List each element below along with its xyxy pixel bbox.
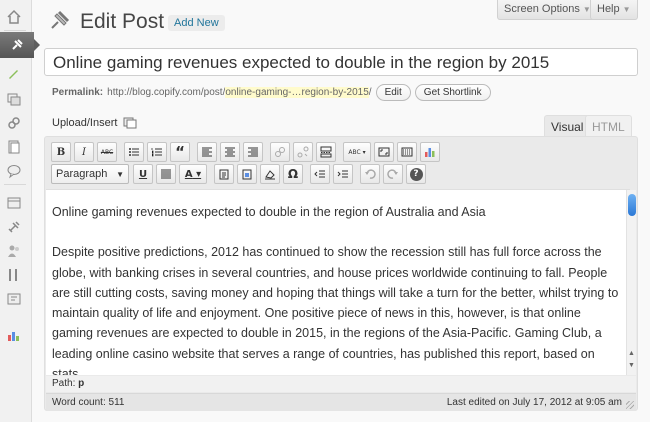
align-left-icon[interactable] (197, 142, 217, 162)
fullscreen-icon[interactable] (374, 142, 394, 162)
plugins-icon[interactable] (0, 214, 28, 240)
last-edited: Last edited on July 17, 2012 at 9:05 am (446, 397, 622, 408)
get-shortlink-button[interactable]: Get Shortlink (414, 84, 491, 101)
screen-options-button[interactable]: Screen Options ▼ (497, 0, 598, 20)
content-paragraph-2: Despite positive predictions, 2012 has c… (52, 245, 619, 375)
help-label: Help (597, 3, 620, 15)
align-center-icon[interactable] (220, 142, 240, 162)
spellcheck-label: ABC (348, 148, 361, 156)
outdent-icon[interactable] (310, 164, 330, 184)
permalink-slug[interactable]: online-gaming-…region-by-2015 (225, 87, 369, 98)
special-character-button[interactable]: Ω (283, 164, 303, 184)
element-path-bar: Path: p (46, 376, 636, 392)
menu-separator (4, 30, 26, 31)
menu-separator (4, 184, 26, 185)
underline-button[interactable]: U (133, 164, 153, 184)
word-count: Word count: 511 (52, 397, 125, 408)
spellcheck-button[interactable]: ABC ▾ (343, 142, 371, 162)
path-label: Path: (52, 378, 76, 389)
scroll-up-icon[interactable]: ▲ (628, 350, 635, 357)
chevron-down-icon: ▼ (116, 169, 124, 179)
tools-icon[interactable] (0, 262, 28, 288)
content-paragraph-1: Online gaming revenues expected to doubl… (52, 205, 486, 219)
paste-word-icon[interactable] (237, 164, 257, 184)
text-color-button[interactable]: A ▾ (179, 164, 207, 184)
users-icon[interactable] (0, 238, 28, 264)
chart-plugin-icon[interactable] (420, 142, 440, 162)
chevron-down-icon: ▼ (622, 5, 631, 14)
permalink-label: Permalink: (52, 87, 104, 98)
upload-insert-row: Upload/Insert (52, 117, 137, 129)
permalink-base: http://blog.copify.com/post/ (107, 87, 226, 98)
undo-icon[interactable] (360, 164, 380, 184)
chevron-down-icon: ▼ (582, 5, 591, 14)
settings-icon[interactable] (0, 286, 28, 312)
tab-visual[interactable]: Visual (544, 115, 591, 137)
paste-text-icon[interactable] (214, 164, 234, 184)
editor-scrollbar[interactable]: ▲ ▼ (626, 190, 636, 375)
pencil-icon[interactable] (0, 60, 28, 86)
more-tag-icon[interactable] (316, 142, 336, 162)
add-media-icon[interactable] (123, 117, 137, 129)
posts-pin-icon[interactable] (0, 32, 40, 58)
help-button[interactable]: Help ▼ (590, 0, 638, 20)
editor-content-area[interactable]: Online gaming revenues expected to doubl… (46, 189, 630, 375)
admin-menu (0, 0, 40, 422)
help-icon[interactable]: ? (406, 164, 426, 184)
stats-chart-icon[interactable] (0, 322, 28, 348)
resize-handle[interactable] (626, 401, 634, 409)
post-title-input[interactable]: Online gaming revenues expected to doubl… (44, 48, 638, 76)
justify-icon[interactable] (156, 164, 176, 184)
pages-icon[interactable] (0, 134, 28, 160)
format-select-value: Paragraph (56, 168, 108, 180)
media-icon[interactable] (0, 86, 28, 112)
editor-toolbar-row-2: Paragraph ▼ U A ▾ Ω ? (51, 163, 429, 185)
blockquote-button[interactable]: “ (170, 142, 190, 162)
bold-button[interactable]: B (51, 142, 71, 162)
indent-icon[interactable] (333, 164, 353, 184)
numbered-list-icon[interactable] (147, 142, 167, 162)
post-pin-icon (46, 8, 72, 34)
dashboard-icon[interactable] (0, 4, 28, 30)
appearance-icon[interactable] (0, 190, 28, 216)
edit-permalink-button[interactable]: Edit (375, 84, 411, 101)
editor-toolbar-row-1: B I ABC “ ABC ▾ (51, 141, 443, 163)
upload-insert-label: Upload/Insert (52, 117, 118, 129)
permalink-row: Permalink: http://blog.copify.com/post/ … (52, 84, 491, 101)
links-icon[interactable] (0, 110, 28, 136)
align-right-icon[interactable] (243, 142, 263, 162)
bullet-list-icon[interactable] (124, 142, 144, 162)
scroll-down-icon[interactable]: ▼ (628, 362, 635, 369)
italic-button[interactable]: I (74, 142, 94, 162)
scrollbar-thumb[interactable] (628, 194, 636, 216)
strikethrough-button[interactable]: ABC (97, 142, 117, 162)
format-select[interactable]: Paragraph ▼ (51, 164, 129, 184)
editor-status-bar: Word count: 511 Last edited on July 17, … (46, 393, 636, 411)
remove-format-icon[interactable] (260, 164, 280, 184)
page-title: Edit Post (80, 10, 165, 33)
unlink-icon[interactable] (293, 142, 313, 162)
help-icon-glyph: ? (409, 167, 423, 181)
text-color-label: A (184, 168, 193, 180)
comments-icon[interactable] (0, 158, 28, 184)
insert-link-icon[interactable] (270, 142, 290, 162)
kitchen-sink-icon[interactable] (397, 142, 417, 162)
path-value[interactable]: p (78, 378, 85, 389)
redo-icon[interactable] (383, 164, 403, 184)
screen-options-label: Screen Options (504, 3, 580, 15)
post-editor: B I ABC “ ABC ▾ Paragraph ▼ U A ▾ Ω ? (44, 136, 638, 411)
add-new-button[interactable]: Add New (168, 15, 225, 31)
permalink-suffix: / (368, 87, 372, 98)
tab-html[interactable]: HTML (585, 115, 632, 137)
